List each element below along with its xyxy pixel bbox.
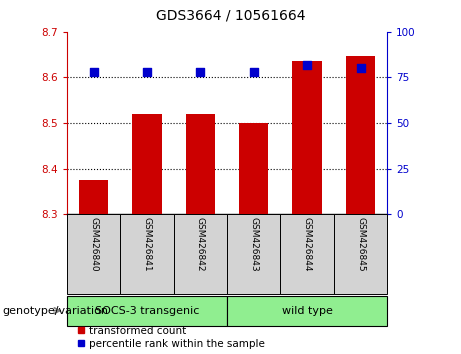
- Bar: [280, 214, 334, 294]
- Text: genotype/variation: genotype/variation: [2, 306, 108, 316]
- Text: GSM426843: GSM426843: [249, 217, 258, 271]
- Point: [197, 69, 204, 75]
- Point: [143, 69, 151, 75]
- Bar: [186, 114, 215, 214]
- Bar: [67, 214, 120, 294]
- Text: GSM426842: GSM426842: [196, 217, 205, 271]
- Bar: [334, 214, 387, 294]
- Text: GSM426845: GSM426845: [356, 217, 365, 271]
- Text: GDS3664 / 10561664: GDS3664 / 10561664: [156, 9, 305, 23]
- Bar: [227, 296, 387, 326]
- Legend: transformed count, percentile rank within the sample: transformed count, percentile rank withi…: [77, 326, 265, 349]
- Bar: [227, 214, 280, 294]
- Bar: [292, 62, 322, 214]
- Text: GSM426844: GSM426844: [302, 217, 312, 271]
- Bar: [67, 296, 227, 326]
- Point: [250, 69, 257, 75]
- Bar: [132, 114, 162, 214]
- Bar: [79, 180, 108, 214]
- Point: [357, 65, 364, 71]
- Bar: [120, 214, 174, 294]
- Bar: [174, 214, 227, 294]
- Point: [90, 69, 97, 75]
- Text: GSM426840: GSM426840: [89, 217, 98, 271]
- Bar: [239, 123, 268, 214]
- Text: SOCS-3 transgenic: SOCS-3 transgenic: [95, 306, 199, 316]
- Point: [303, 62, 311, 68]
- Text: GSM426841: GSM426841: [142, 217, 152, 271]
- Text: wild type: wild type: [282, 306, 332, 316]
- Bar: [346, 56, 375, 214]
